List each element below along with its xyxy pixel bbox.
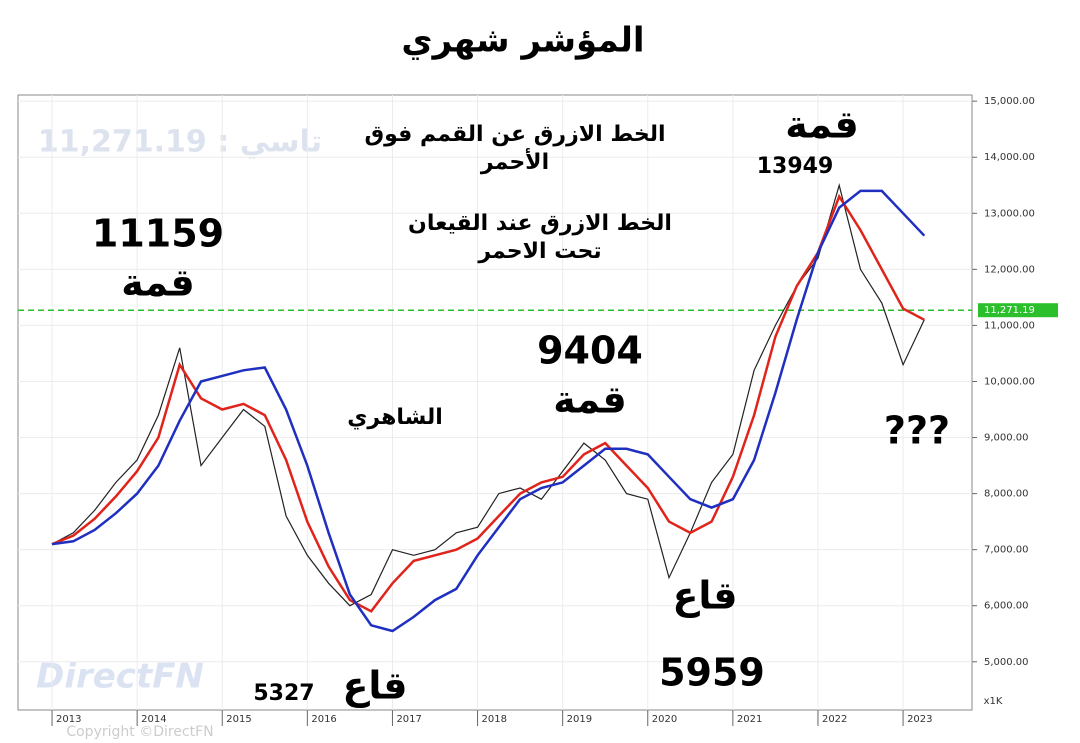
x-tick-label: 2020 — [652, 714, 677, 725]
x-tick-label: 2013 — [56, 714, 81, 725]
y-tick-label: 6,000.00 — [984, 601, 1029, 612]
reference-label-box — [978, 303, 1058, 318]
annotation: 5327 — [253, 681, 314, 706]
annotation: الشاهري — [347, 405, 443, 430]
series-line — [51, 183, 925, 607]
annotation: تحت الاحمر — [477, 239, 601, 264]
copyright: Copyright ©DirectFN — [66, 724, 213, 740]
y-tick-label: 12,000.00 — [984, 264, 1035, 275]
annotation: 11159 — [92, 212, 224, 256]
y-tick-label: 11,000.00 — [984, 320, 1035, 331]
annotation: الخط الازرق عن القمم فوق — [364, 122, 665, 147]
x-tick-label: 2019 — [567, 714, 592, 725]
annotation: 5959 — [659, 651, 765, 695]
x-tick-label: 2022 — [822, 714, 847, 725]
reference-label: 11,271.19 — [984, 305, 1035, 316]
y-tick-label: 5,000.00 — [984, 657, 1029, 668]
x-tick-label: 2018 — [482, 714, 507, 725]
x-tick-label: 2016 — [311, 714, 336, 725]
x-tick-label: 2014 — [141, 714, 166, 725]
y-tick-label: 7,000.00 — [984, 545, 1029, 556]
y-tick-label: 10,000.00 — [984, 376, 1035, 387]
annotation: قمة — [553, 378, 626, 422]
annotation: ??? — [884, 409, 950, 453]
chart-title: المؤشر شهري — [401, 21, 644, 61]
annotation: 9404 — [537, 329, 643, 373]
x-tick-label: 2015 — [226, 714, 251, 725]
y-tick-label: 15,000.00 — [984, 96, 1035, 107]
x-tick-label: 2023 — [907, 714, 932, 725]
annotation: قاع — [672, 574, 737, 618]
watermark: تاسي : 11,271.19 — [38, 125, 322, 160]
y-tick-label: 13,000.00 — [984, 208, 1035, 219]
logo: DirectFN — [36, 657, 204, 697]
x-tick-label: 2021 — [737, 714, 762, 725]
series-line — [51, 189, 926, 633]
annotation: قمة — [785, 103, 858, 147]
y-tick-label: 9,000.00 — [984, 433, 1029, 444]
annotation: 13949 — [757, 154, 834, 179]
annotation: الأحمر — [480, 147, 549, 175]
plot-frame — [17, 94, 973, 711]
y-tick-label: 8,000.00 — [984, 489, 1029, 500]
series-line — [51, 193, 925, 613]
x-tick-label: 2017 — [396, 714, 421, 725]
annotation: الخط الازرق عند القيعان — [408, 211, 672, 236]
annotation: قاع — [342, 664, 407, 708]
y-tick-label: 14,000.00 — [984, 152, 1035, 163]
axis-unit: x1K — [984, 696, 1003, 707]
annotation: قمة — [121, 261, 194, 305]
